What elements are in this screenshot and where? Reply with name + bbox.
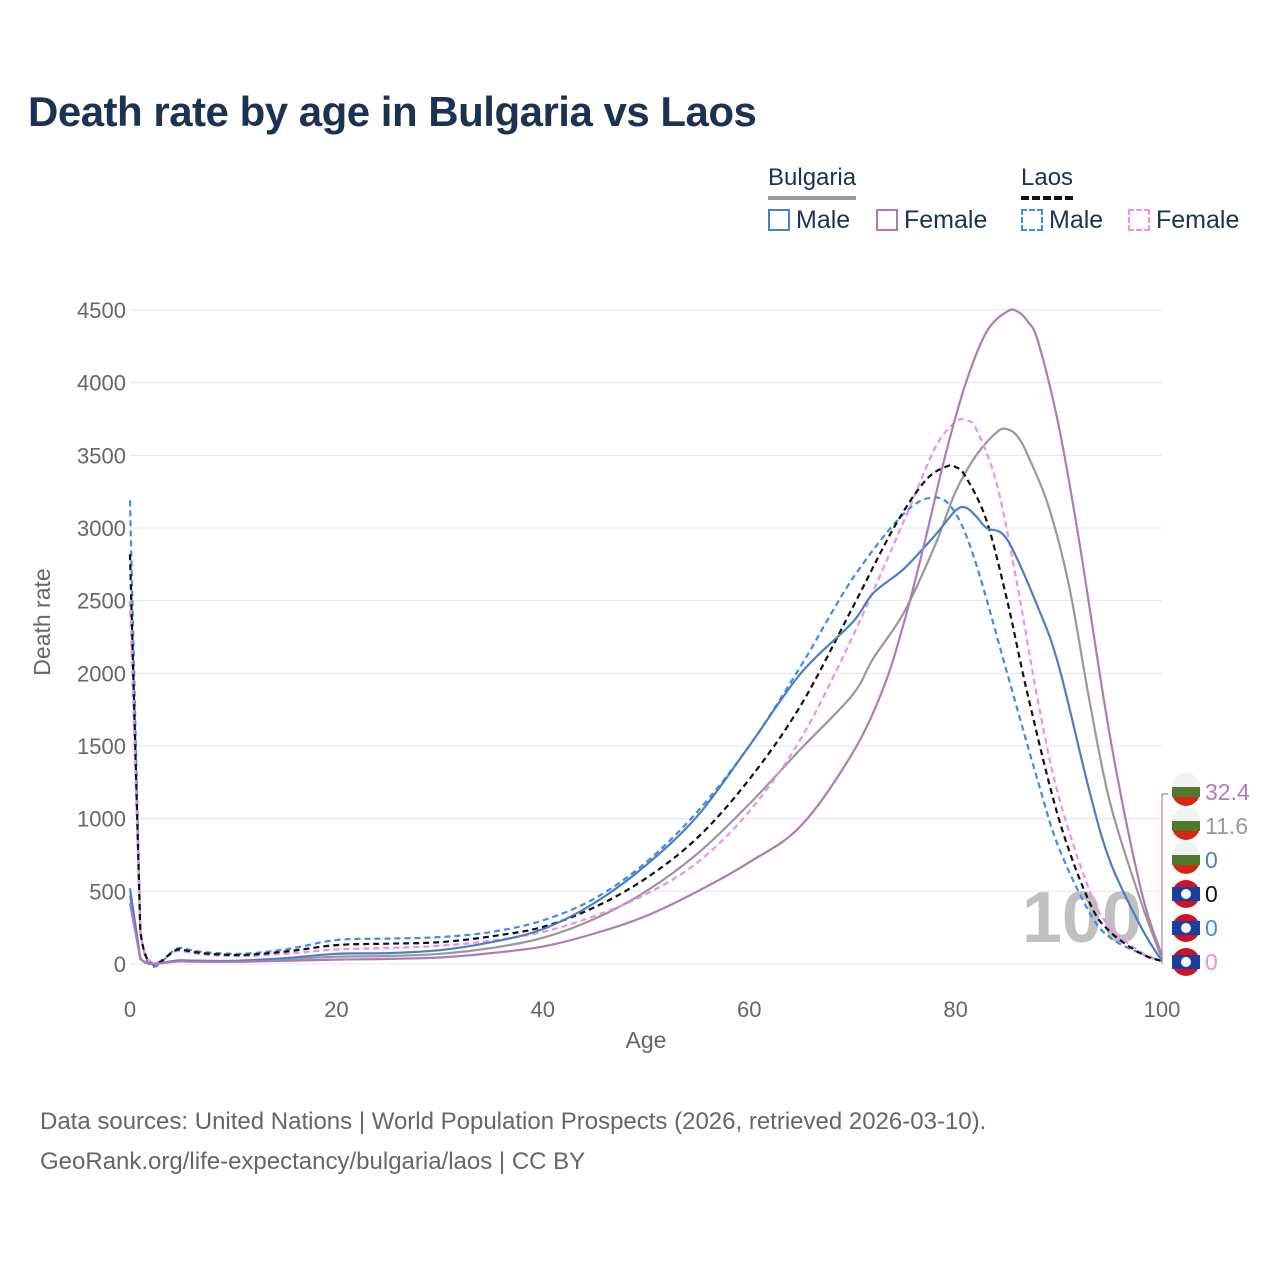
legend-item-label: Male <box>1049 205 1104 234</box>
x-tick-label: 20 <box>324 997 348 1022</box>
legend-group-marker <box>768 196 857 200</box>
chart-title: Death rate by age in Bulgaria vs Laos <box>28 88 757 135</box>
flag-stripe-white <box>1172 841 1200 855</box>
legend-item-laos-male[interactable]: Male <box>1021 206 1103 234</box>
end-label-value: 0 <box>1205 915 1218 941</box>
end-label-value: 32.4 <box>1205 779 1250 805</box>
y-tick-label: 4500 <box>77 298 126 323</box>
end-label-laos: 0 <box>1172 948 1218 976</box>
source-link[interactable]: GeoRank.org/life-expectancy/bulgaria/lao… <box>40 1148 586 1175</box>
legend-swatch-icon <box>768 209 790 231</box>
x-axis-label: Age <box>626 1027 667 1053</box>
y-tick-label: 3500 <box>77 443 126 468</box>
legend-group-laos[interactable]: Laos <box>1021 164 1074 200</box>
legend-group-bulgaria[interactable]: Bulgaria <box>768 164 857 200</box>
flag-disc <box>1181 957 1191 967</box>
end-label-value: 11.6 <box>1205 813 1248 839</box>
end-label-bulgaria: 0 <box>1172 841 1218 874</box>
source-line-1: Data sources: United Nations | World Pop… <box>40 1108 987 1135</box>
flag-stripe-green <box>1172 821 1200 831</box>
x-tick-label: 60 <box>737 997 761 1022</box>
legend-group-marker <box>1021 196 1074 200</box>
grid-lines <box>130 309 1162 965</box>
legend-item-bulgaria-male[interactable]: Male <box>768 206 850 234</box>
watermark-age: 100 <box>1022 878 1142 958</box>
flag-stripe-green <box>1172 855 1200 865</box>
end-label-value: 0 <box>1205 949 1218 975</box>
legend-swatch-icon <box>1021 209 1043 231</box>
death-rate-chart: 100 050010001500200025003000350040004500… <box>29 298 1250 1053</box>
legend-swatch-icon <box>1128 209 1150 231</box>
end-label-bracket <box>1161 793 1168 964</box>
axes: 0 500 1000 1500 2000 2500 3000 3500 4000 4500 0 20 4… <box>77 298 1180 1022</box>
legend-item-bulgaria-female[interactable]: Female <box>876 206 987 234</box>
series-line-laos-male[interactable] <box>128 496 1163 968</box>
y-tick-label: 2500 <box>77 589 126 614</box>
y-tick-label: 500 <box>89 879 126 904</box>
y-axis-label: Death rate <box>29 568 55 675</box>
y-tick-label: 0 <box>114 952 126 977</box>
flag-disc <box>1181 889 1191 899</box>
x-tick-label: 100 <box>1144 997 1181 1022</box>
x-tick-label: 80 <box>943 997 967 1022</box>
end-label-value: 0 <box>1205 847 1218 873</box>
series-line-bulgaria-male[interactable] <box>128 505 1163 966</box>
series-line-laos-total[interactable] <box>128 464 1163 966</box>
legend-item-label: Male <box>796 205 851 234</box>
legend-item-label: Female <box>904 205 988 234</box>
end-label-laos: 0 <box>1172 880 1218 908</box>
legend-swatch-icon <box>876 209 898 231</box>
series-line-bulgaria-total[interactable] <box>128 427 1164 965</box>
legend-item-label: Female <box>1156 205 1240 234</box>
x-tick-label: 0 <box>124 997 136 1022</box>
y-tick-label: 1500 <box>77 734 126 759</box>
legend-group-label: Laos <box>1021 164 1074 191</box>
series-lines <box>128 308 1164 968</box>
flag-stripe-white <box>1172 807 1200 821</box>
y-tick-label: 4000 <box>77 371 126 396</box>
series-line-laos-female[interactable] <box>128 417 1163 964</box>
flag-disc <box>1181 923 1191 933</box>
y-tick-label: 1000 <box>77 807 126 832</box>
end-label-value: 0 <box>1205 881 1218 907</box>
legend-group-label: Bulgaria <box>768 164 857 191</box>
end-label-bulgaria: 11.6 <box>1172 807 1248 840</box>
end-label-laos: 0 <box>1172 914 1218 942</box>
end-label-bulgaria: 32.4 <box>1172 773 1250 806</box>
end-labels: 32.4 11.6 0 0 0 0 <box>1161 773 1250 976</box>
flag-stripe-green <box>1172 787 1200 797</box>
series-line-bulgaria-female[interactable] <box>128 308 1164 965</box>
legend-item-laos-female[interactable]: Female <box>1128 206 1239 234</box>
y-tick-label: 3000 <box>77 516 126 541</box>
x-tick-label: 40 <box>531 997 555 1022</box>
y-tick-label: 2000 <box>77 661 126 686</box>
flag-stripe-white <box>1172 773 1200 787</box>
